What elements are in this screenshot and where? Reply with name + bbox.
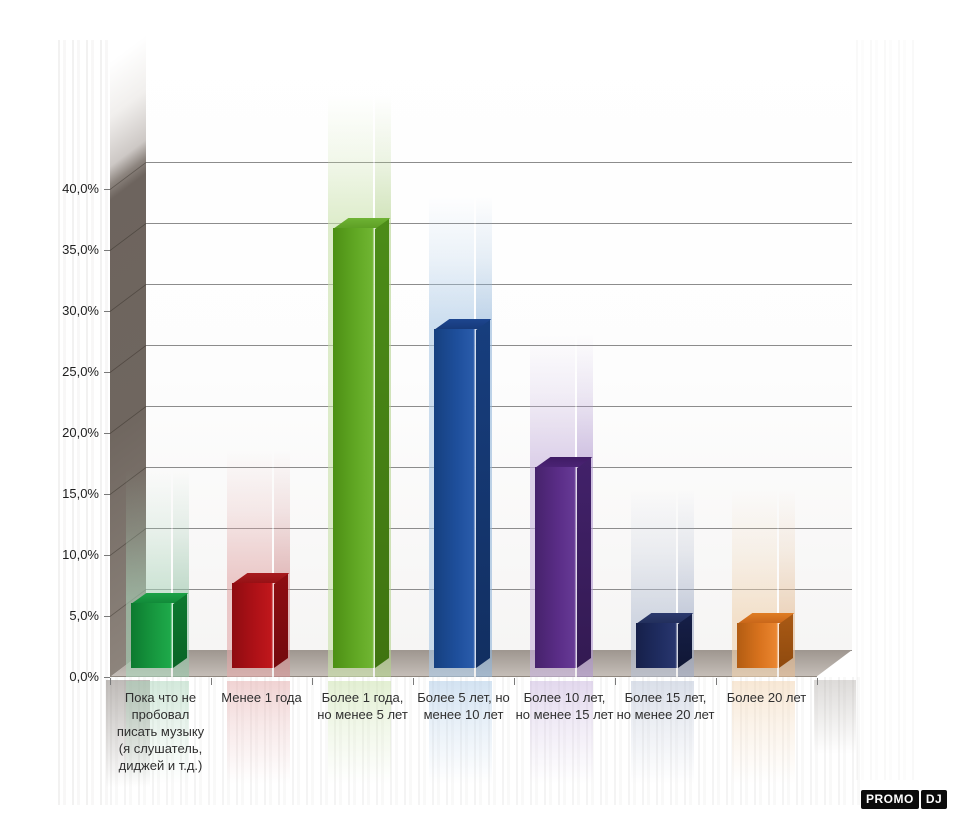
y-axis-tick — [104, 311, 110, 312]
grid-line-wall — [110, 283, 146, 312]
x-axis-tick — [615, 678, 616, 685]
bar-side-face — [274, 573, 288, 668]
bar-glow-edge-highlight — [777, 490, 779, 677]
bar-reflection — [126, 681, 189, 793]
y-axis-label: 0,0% — [69, 669, 99, 684]
y-axis-label: 40,0% — [62, 181, 99, 196]
bar-reflection — [227, 681, 290, 793]
bar-side-face — [375, 218, 389, 668]
bar-front-face — [333, 228, 375, 668]
y-axis-label: 35,0% — [62, 242, 99, 257]
bar-glow-edge-highlight — [171, 470, 173, 677]
bar-side-face — [678, 613, 692, 668]
y-axis-tick — [104, 555, 110, 556]
category-label: Более 5 лет, но менее 10 лет — [417, 690, 510, 722]
x-axis-tick — [312, 678, 313, 685]
y-axis-tick — [104, 250, 110, 251]
category-label: Более 15 лет, но менее 20 лет — [616, 690, 715, 722]
grid-line — [146, 589, 852, 590]
category-label: Более 10 лет, но менее 15 лет — [515, 690, 614, 722]
bar-front-face — [434, 329, 476, 668]
bar-side-face — [476, 319, 490, 668]
y-axis-label: 30,0% — [62, 303, 99, 318]
grid-line — [146, 162, 852, 163]
right-margin-texture — [856, 40, 916, 780]
bar-reflection — [530, 681, 593, 793]
category-label: Более 20 лет — [726, 690, 807, 705]
y-axis-label: 5,0% — [69, 608, 99, 623]
bar-reflection — [732, 681, 795, 793]
x-axis-tick — [413, 678, 414, 685]
grid-line — [146, 406, 852, 407]
x-axis-tick — [817, 678, 818, 685]
grid-line — [146, 345, 852, 346]
x-axis-tick — [110, 678, 111, 685]
x-axis-tick — [514, 678, 515, 685]
grid-line-wall — [110, 222, 146, 251]
bar-front-face — [535, 467, 577, 668]
bar-reflection — [328, 681, 391, 793]
grid-line-wall — [110, 405, 146, 434]
x-axis-tick — [211, 678, 212, 685]
y-axis-tick — [104, 494, 110, 495]
bar-glow-edge-highlight — [676, 490, 678, 677]
category-label: Более 1 года, но менее 5 лет — [317, 690, 408, 722]
y-axis-tick — [104, 372, 110, 373]
y-axis-tick — [104, 677, 110, 678]
bar-reflection — [631, 681, 694, 793]
grid-line — [146, 223, 852, 224]
bar-front-face — [737, 623, 779, 668]
y-axis-tick — [104, 189, 110, 190]
bar-side-face — [577, 457, 591, 668]
grid-line-wall — [110, 161, 146, 190]
y-axis-tick — [104, 433, 110, 434]
bar-front-face — [232, 583, 274, 668]
category-label: Менее 1 года — [221, 690, 302, 705]
y-axis-tick — [104, 616, 110, 617]
left-margin-texture — [58, 40, 110, 805]
y-axis-label: 25,0% — [62, 364, 99, 379]
bar-reflection — [429, 681, 492, 793]
y-axis-label: 20,0% — [62, 425, 99, 440]
bar-glow-edge-highlight — [272, 450, 274, 677]
floor-corner-reflection — [814, 680, 856, 762]
category-label: Пока что не пробовал писать музыку (я сл… — [116, 690, 205, 773]
promodj-logo-promo: PROMO — [861, 790, 919, 809]
grid-line — [146, 528, 852, 529]
x-axis-tick — [716, 678, 717, 685]
promodj-watermark: PROMO DJ — [861, 790, 948, 809]
bar-side-face — [779, 613, 793, 668]
bar-side-face — [173, 593, 187, 668]
grid-line-wall — [110, 344, 146, 373]
bar-front-face — [131, 603, 173, 668]
y-axis-label: 15,0% — [62, 486, 99, 501]
grid-line — [146, 284, 852, 285]
grid-line — [146, 467, 852, 468]
bar-front-face — [636, 623, 678, 668]
y-axis-label: 10,0% — [62, 547, 99, 562]
promodj-logo-dj: DJ — [920, 790, 948, 809]
